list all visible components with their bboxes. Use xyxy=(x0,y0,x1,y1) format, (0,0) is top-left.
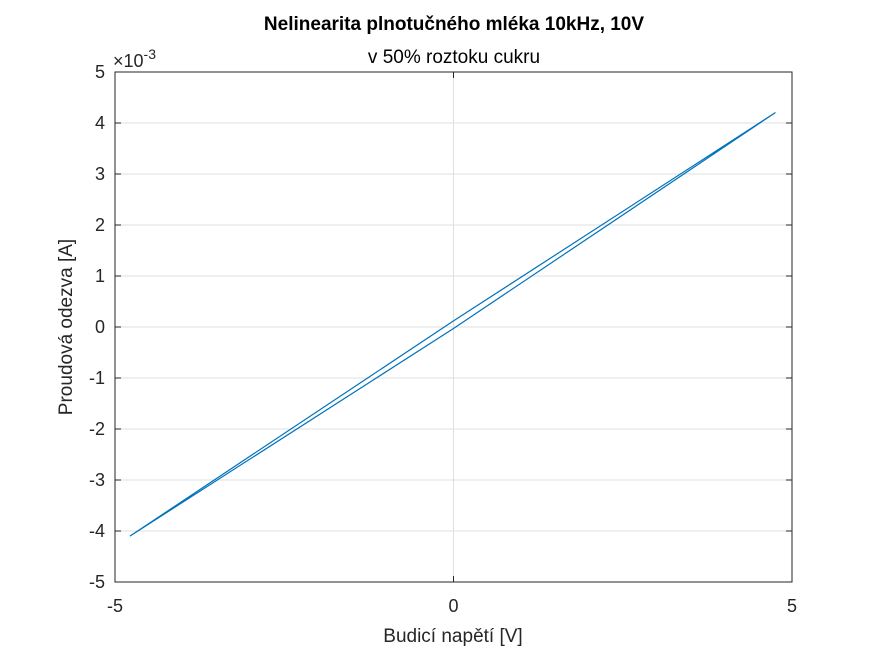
y-tick-label: -1 xyxy=(89,368,105,388)
y-tick-label: -2 xyxy=(89,419,105,439)
x-tick-label: 0 xyxy=(448,596,458,616)
x-axis-label: Budicí napětí [V] xyxy=(383,626,522,647)
y-tick-label: 0 xyxy=(95,317,105,337)
y-tick-label: 3 xyxy=(95,164,105,184)
y-exponent-base: ×10 xyxy=(113,51,144,71)
series-layer xyxy=(129,112,776,537)
y-exponent-label: ×10-3 xyxy=(113,46,156,71)
y-tick-label: 2 xyxy=(95,215,105,235)
y-tick-label: -3 xyxy=(89,470,105,490)
y-tick-label: 1 xyxy=(95,266,105,286)
chart-subtitle: v 50% roztoku cukru xyxy=(368,47,540,68)
y-tick-label: 4 xyxy=(95,113,105,133)
x-tick-label: 5 xyxy=(787,596,797,616)
y-tick-label: -5 xyxy=(89,572,105,592)
axis-ticks: -5 0 5 -5 -4 -3 -2 -1 0 1 2 3 4 5 xyxy=(89,62,797,616)
y-tick-label: 5 xyxy=(95,62,105,82)
y-axis-label: Proudová odezva [A] xyxy=(56,239,77,415)
y-exponent-power: -3 xyxy=(144,46,157,62)
x-tick-label: -5 xyxy=(107,596,123,616)
y-tick-label: -4 xyxy=(89,521,105,541)
series-line xyxy=(129,112,776,537)
chart-title: Nelinearita plnotučného mléka 10kHz, 10V xyxy=(264,14,644,35)
